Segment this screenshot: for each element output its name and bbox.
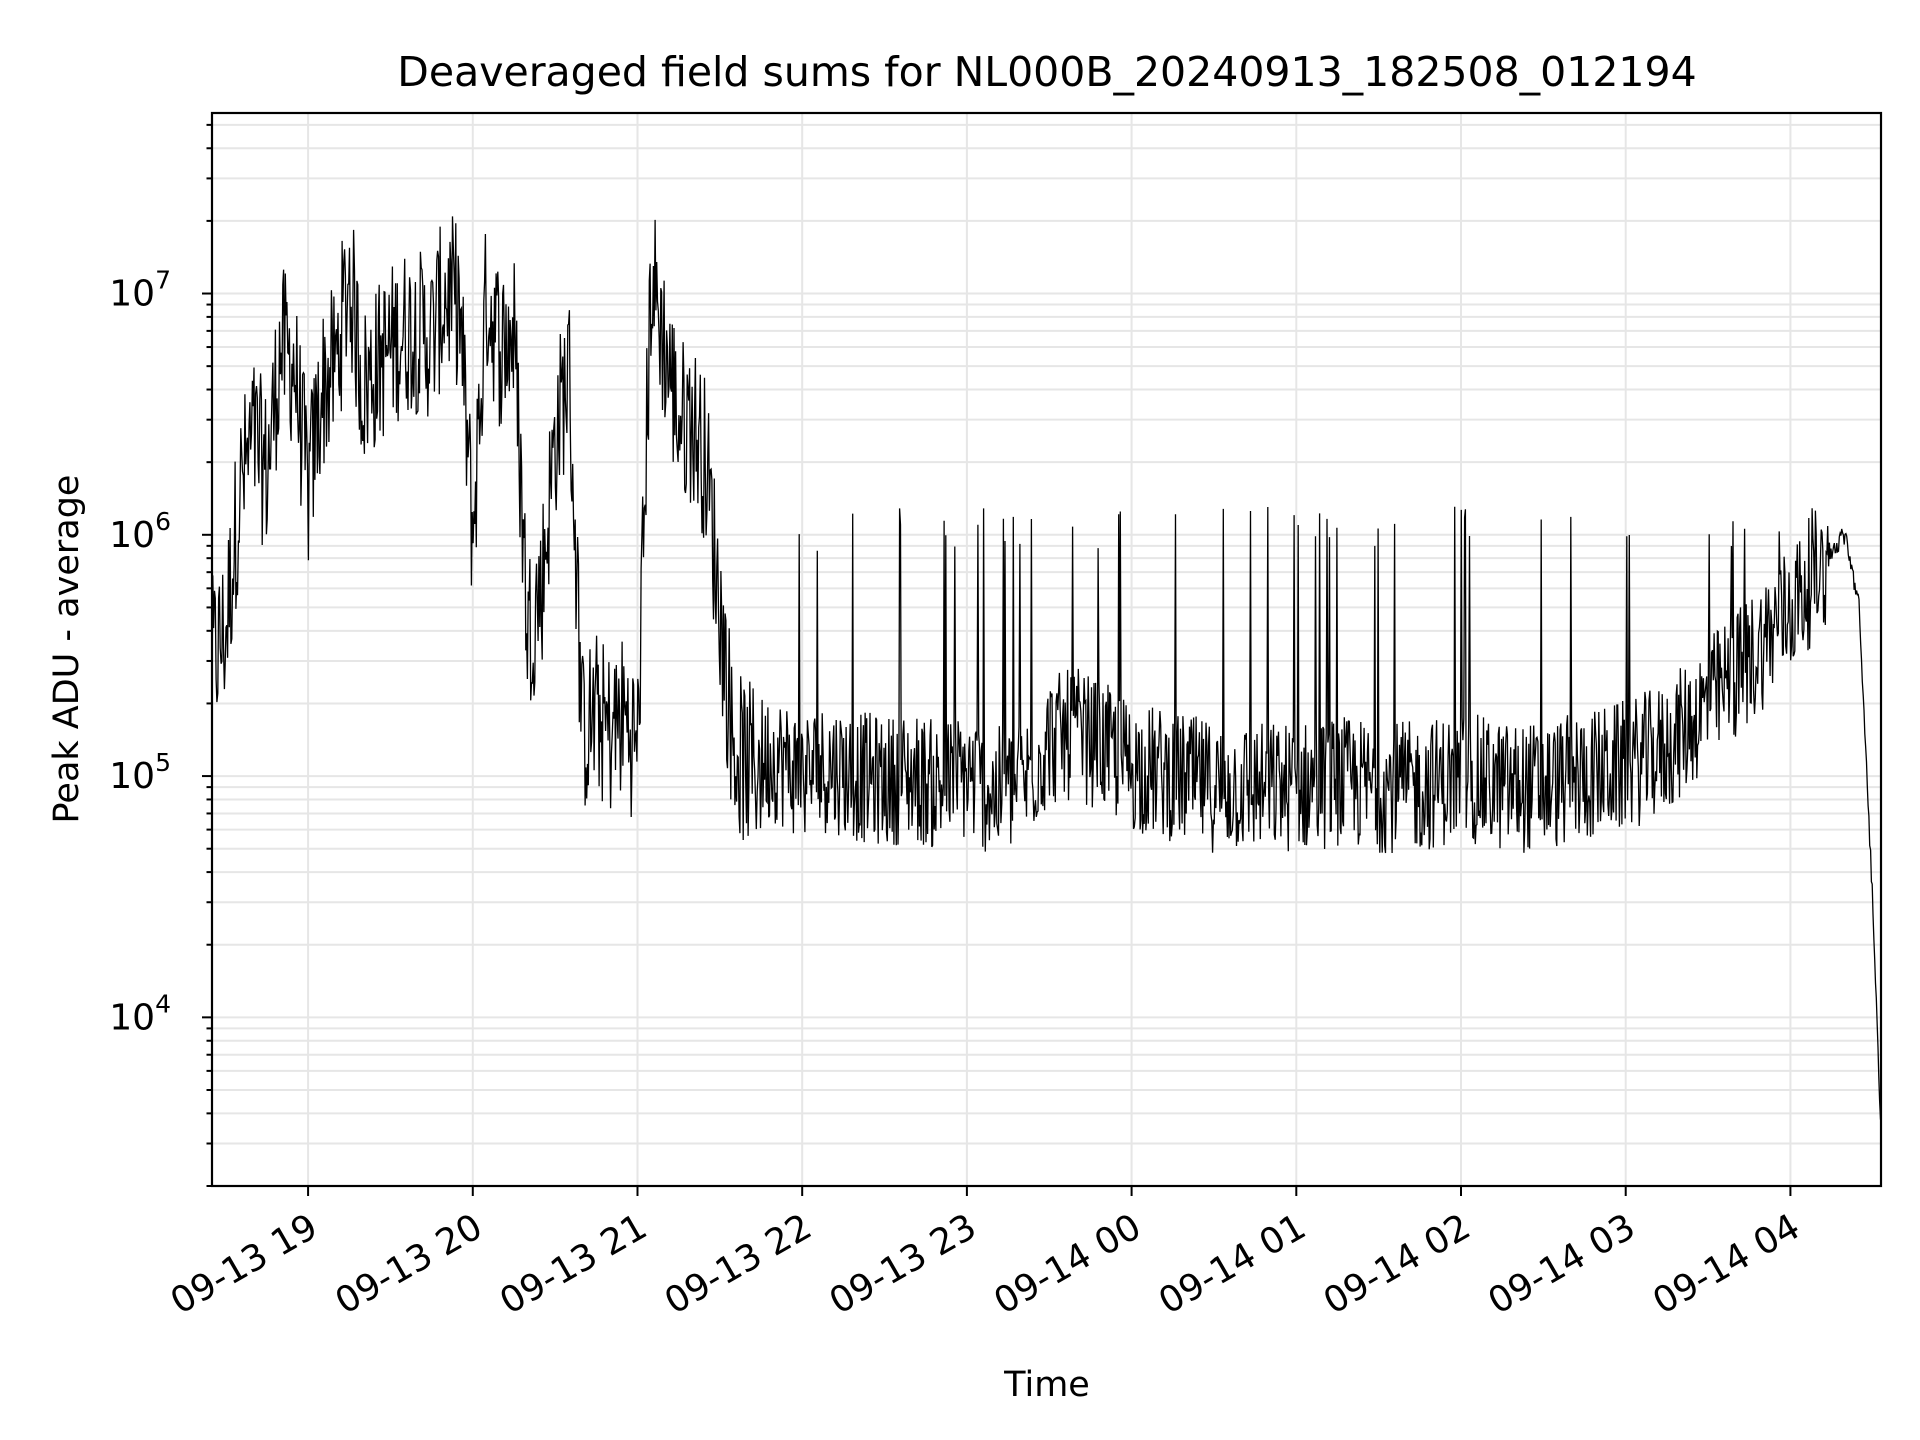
y-tick-base: 10 <box>109 274 155 315</box>
x-tick-label: 09-14 02 <box>1317 1206 1478 1322</box>
x-tick-label: 09-13 23 <box>823 1206 984 1322</box>
x-tick-label: 09-14 00 <box>987 1206 1148 1322</box>
x-axis: 09-13 19 09-13 20 09-13 21 09-13 22 09-13 23… <box>164 1186 1807 1323</box>
grid <box>212 113 1881 1187</box>
y-tick-base: 10 <box>109 997 155 1038</box>
series-line <box>211 216 1882 1120</box>
chart-title: Deaveraged field sums for NL000B_2024091… <box>397 48 1696 96</box>
x-tick-label: 09-13 22 <box>658 1206 819 1322</box>
x-tick-label: 09-14 01 <box>1152 1206 1313 1322</box>
y-tick-label: 104 <box>109 989 171 1038</box>
x-tick-label: 09-14 04 <box>1646 1206 1807 1322</box>
y-tick-exponent: 4 <box>155 989 171 1018</box>
y-tick-label: 106 <box>109 507 171 556</box>
series-layer <box>211 216 1882 1120</box>
y-axis-label: Peak ADU - average <box>47 475 87 824</box>
y-tick-base: 10 <box>109 756 155 797</box>
y-tick-label: 105 <box>109 748 171 797</box>
x-tick-label: 09-13 20 <box>329 1206 490 1322</box>
x-tick-label: 09-13 21 <box>493 1206 654 1322</box>
y-tick-exponent: 7 <box>155 266 171 295</box>
x-axis-label: Time <box>1003 1365 1090 1405</box>
y-tick-label: 107 <box>109 266 171 315</box>
plot-frame <box>210 111 1883 1188</box>
y-tick-exponent: 6 <box>155 507 171 536</box>
x-tick-label: 09-13 19 <box>164 1206 325 1322</box>
y-tick-base: 10 <box>109 515 155 556</box>
x-tick-label: 09-14 03 <box>1482 1206 1643 1322</box>
y-tick-exponent: 5 <box>155 748 171 777</box>
